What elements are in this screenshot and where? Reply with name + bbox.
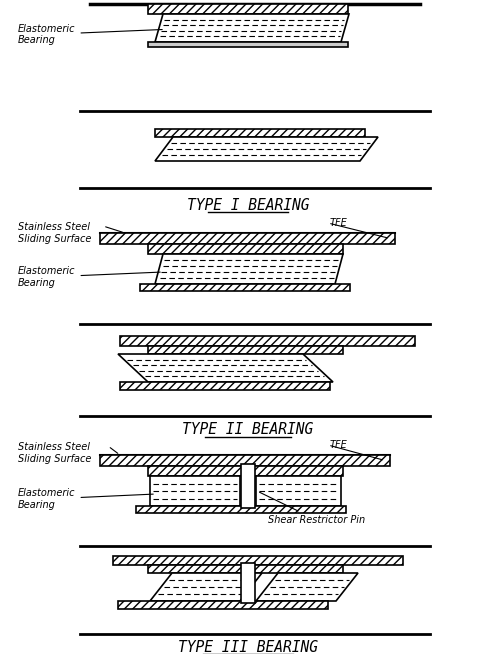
Text: TYPE I BEARING: TYPE I BEARING bbox=[186, 198, 309, 213]
Bar bbox=[120, 336, 414, 346]
Text: Elastomeric
Bearing: Elastomeric Bearing bbox=[18, 266, 160, 288]
Bar bbox=[148, 42, 347, 47]
Polygon shape bbox=[155, 137, 377, 161]
Polygon shape bbox=[155, 254, 342, 284]
Bar bbox=[120, 382, 329, 390]
Bar bbox=[240, 563, 254, 603]
Text: Elastomeric
Bearing: Elastomeric Bearing bbox=[18, 488, 153, 510]
Text: Stainless Steel
Sliding Surface: Stainless Steel Sliding Surface bbox=[18, 222, 91, 243]
Bar bbox=[155, 129, 364, 137]
Polygon shape bbox=[155, 14, 348, 42]
Bar bbox=[148, 466, 342, 476]
Text: TFE: TFE bbox=[329, 218, 347, 228]
Polygon shape bbox=[118, 354, 332, 382]
Bar bbox=[148, 565, 342, 573]
Bar bbox=[100, 455, 389, 466]
Text: TYPE II BEARING: TYPE II BEARING bbox=[182, 422, 313, 438]
Polygon shape bbox=[255, 573, 357, 601]
Bar bbox=[240, 464, 254, 508]
Bar bbox=[140, 284, 349, 291]
Bar bbox=[118, 601, 327, 609]
Text: TYPE III BEARING: TYPE III BEARING bbox=[178, 640, 317, 654]
Bar bbox=[148, 244, 342, 254]
Bar bbox=[150, 476, 240, 506]
Polygon shape bbox=[150, 573, 262, 601]
Text: Shear Restrictor Pin: Shear Restrictor Pin bbox=[259, 492, 364, 525]
Bar bbox=[148, 346, 342, 354]
Text: Stainless Steel
Sliding Surface: Stainless Steel Sliding Surface bbox=[18, 442, 91, 464]
Bar bbox=[148, 4, 347, 14]
Bar bbox=[255, 476, 340, 506]
Bar bbox=[113, 556, 402, 565]
Text: Elastomeric
Bearing: Elastomeric Bearing bbox=[18, 24, 162, 45]
Bar bbox=[136, 506, 345, 513]
Text: TFE: TFE bbox=[329, 440, 347, 450]
Bar bbox=[100, 233, 394, 244]
